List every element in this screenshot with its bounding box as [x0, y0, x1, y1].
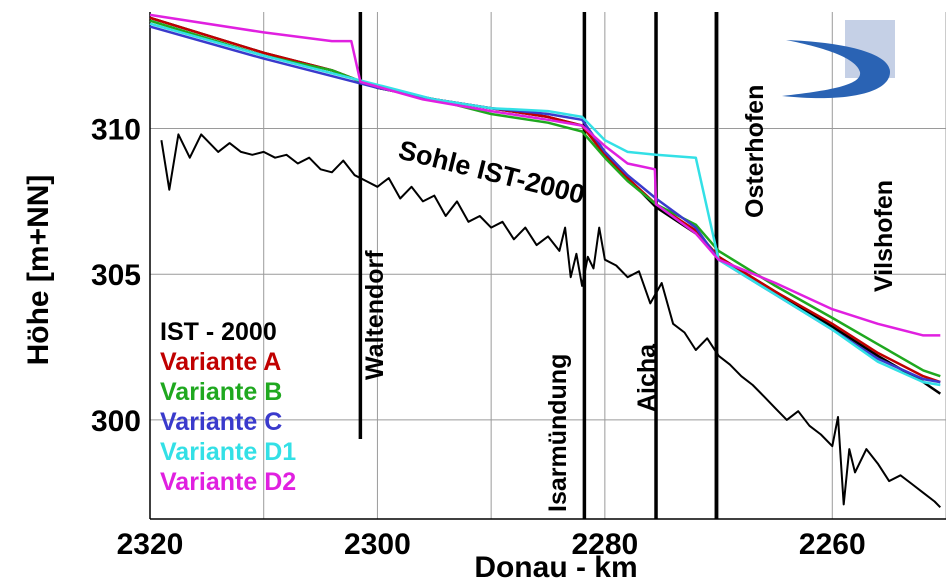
- series-line: [160, 133, 942, 509]
- x-axis-title: Donau - km: [474, 551, 637, 581]
- legend-item: IST - 2000: [160, 318, 277, 346]
- y-tick-label: 300: [91, 405, 141, 438]
- x-tick-label: 2280: [571, 528, 638, 561]
- y-tick-label: 310: [91, 114, 141, 147]
- location-label: Waltendorf: [361, 250, 389, 380]
- series-line: [149, 13, 941, 337]
- x-tick-label: 2320: [117, 528, 184, 561]
- x-tick-label: 2260: [799, 528, 866, 561]
- y-axis-title: Höhe [m+NN]: [22, 175, 55, 366]
- tick-labels: 2320 2300 2280 2260 300 305 310: [91, 114, 866, 561]
- x-tick-label: 2300: [344, 528, 411, 561]
- location-label: Osterhofen: [741, 85, 769, 218]
- legend-item: Variante B: [160, 378, 282, 406]
- legend-item: Variante A: [160, 348, 281, 376]
- baw-logo: [782, 20, 895, 99]
- series-layer: [149, 13, 942, 509]
- location-label: Isarmündung: [544, 354, 572, 512]
- y-tick-label: 305: [91, 259, 141, 292]
- location-label: Aicha: [633, 343, 661, 412]
- legend-item: Variante C: [160, 408, 282, 436]
- location-label: Vilshofen: [870, 180, 898, 292]
- location-labels: Waltendorf Isarmündung Aicha Osterhofen Vils…: [361, 85, 898, 512]
- legend-item: Variante D1: [160, 438, 296, 466]
- plot-frame: [149, 12, 946, 520]
- series-line: [149, 22, 941, 387]
- legend-item: Variante D2: [160, 468, 296, 496]
